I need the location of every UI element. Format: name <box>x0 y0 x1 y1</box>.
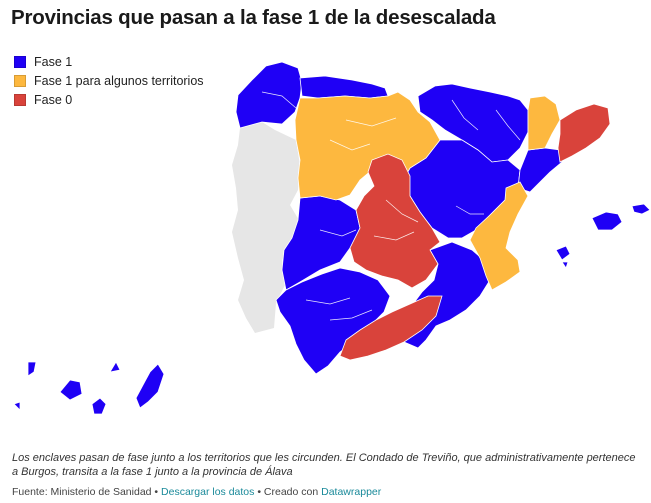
region-formentera <box>561 261 569 269</box>
region-galicia <box>235 61 303 129</box>
source-text: Fuente: Ministerio de Sanidad <box>12 486 152 498</box>
region-mallorca <box>591 211 623 231</box>
legend-label: Fase 1 <box>34 54 73 69</box>
region-lleida <box>527 95 561 151</box>
legend-swatch-red <box>14 93 26 106</box>
region-tenerife <box>27 361 37 377</box>
region-fuerteventura <box>109 361 121 373</box>
region-madrid-castilla <box>349 153 441 289</box>
legend-label: Fase 0 <box>34 92 73 107</box>
map-note: Los enclaves pasan de fase junto a los t… <box>12 452 636 478</box>
region-gran-canaria <box>59 379 83 401</box>
region-asturias <box>299 75 389 99</box>
map-title: Provincias que pasan a la fase 1 de la d… <box>11 6 496 29</box>
region-basque-navarra <box>417 83 529 163</box>
region-menorca <box>631 203 651 215</box>
legend: Fase 1 Fase 1 para algunos territorios F… <box>14 52 204 109</box>
footer: Fuente: Ministerio de Sanidad • Descarga… <box>12 486 642 498</box>
legend-label: Fase 1 para algunos territorios <box>34 73 204 88</box>
region-catalonia <box>557 103 611 163</box>
legend-item-fase-0: Fase 0 <box>14 90 204 109</box>
legend-swatch-orange <box>14 74 26 87</box>
province-borders <box>261 91 521 321</box>
legend-swatch-blue <box>14 55 26 68</box>
datawrapper-link[interactable]: Datawrapper <box>321 486 382 498</box>
separator: • Creado con <box>254 486 322 498</box>
portugal-region <box>232 122 300 333</box>
region-granada-malaga <box>339 295 443 361</box>
region-extremadura <box>281 195 361 291</box>
download-data-link[interactable]: Descargar los datos <box>161 486 255 498</box>
legend-item-fase-1-partial: Fase 1 para algunos territorios <box>14 71 204 90</box>
region-valencia <box>469 181 529 291</box>
region-el-hierro <box>13 401 21 411</box>
separator: • <box>151 486 162 498</box>
legend-item-fase-1: Fase 1 <box>14 52 204 71</box>
region-la-gomera <box>91 397 107 415</box>
region-lanzarote <box>135 363 165 409</box>
region-east-coast <box>517 147 563 193</box>
region-ibiza <box>555 245 571 261</box>
